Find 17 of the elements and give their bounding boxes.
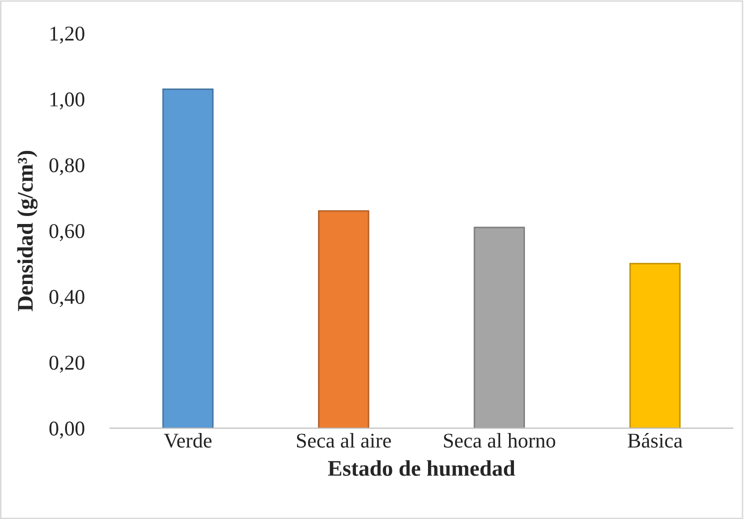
bar [474, 226, 525, 428]
y-tick-label: 1,20 [50, 26, 84, 44]
x-tick-label: Seca al aire [297, 433, 391, 448]
x-tick-label: Verde [164, 433, 212, 448]
y-tick-label: 0,80 [49, 158, 84, 176]
x-axis-title: Estado de humedad [328, 460, 516, 476]
y-tick-label: 1,00 [50, 92, 84, 110]
x-tick-label: Básica [628, 433, 682, 448]
x-tick-label: Seca al horno [444, 433, 556, 448]
y-tick-label: 0,20 [49, 356, 84, 373]
y-tick-label: 0,40 [49, 290, 84, 307]
bar [318, 210, 370, 428]
y-tick-label: 0,60 [49, 224, 84, 242]
bar [162, 88, 214, 428]
y-tick-label: 0,00 [49, 422, 84, 439]
bar [629, 262, 681, 428]
y-axis-title: Densidad (g/cm³) [17, 150, 38, 312]
